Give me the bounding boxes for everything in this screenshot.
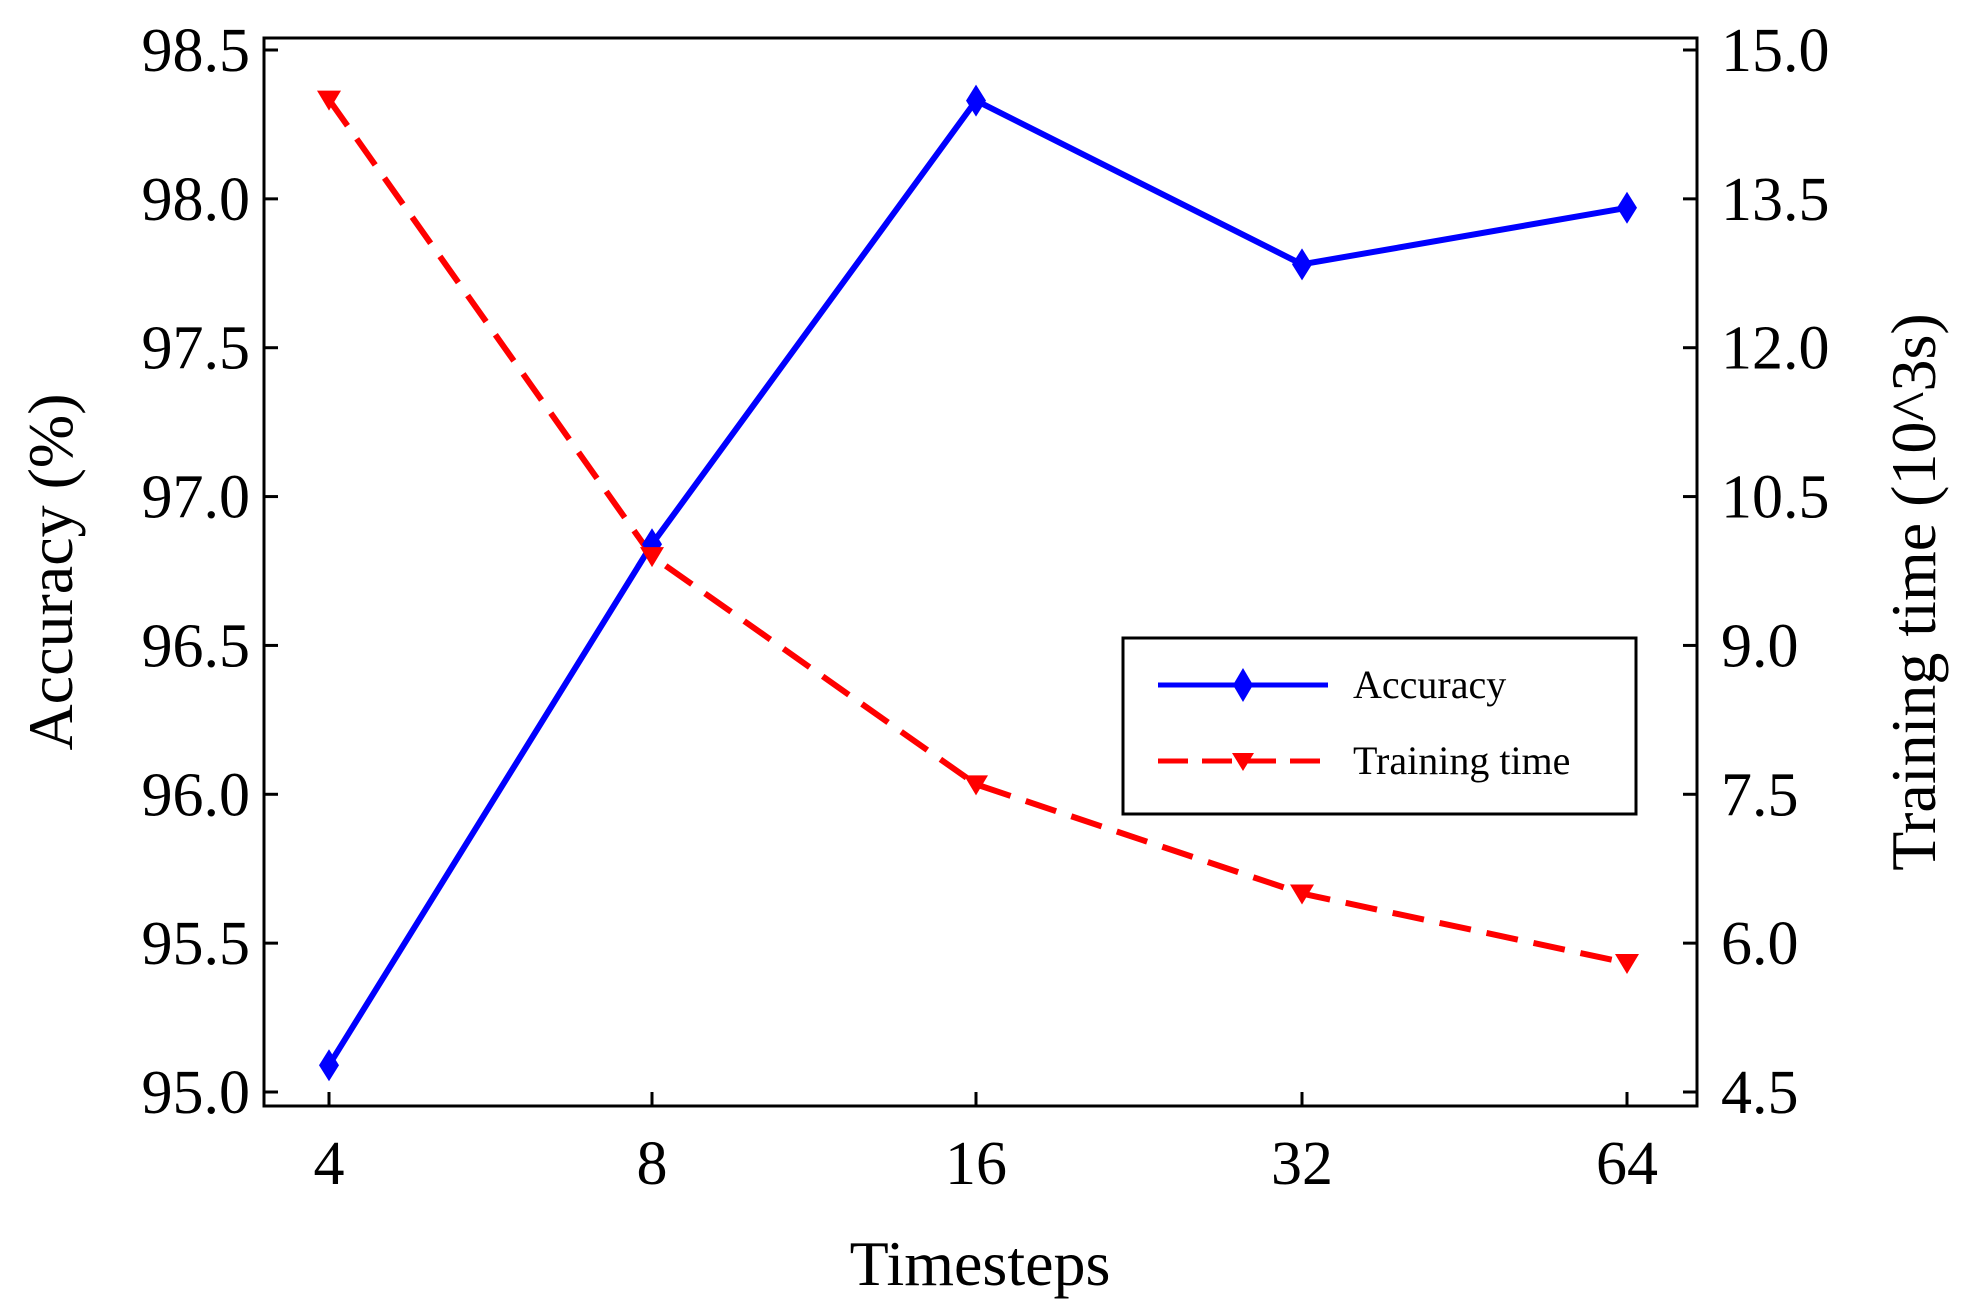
legend-training-time-label: Training time — [1353, 738, 1570, 783]
legend-accuracy-label: Accuracy — [1353, 662, 1506, 707]
accuracy-data-point — [966, 84, 986, 117]
series-markers — [317, 84, 1639, 1082]
y2-tick-label: 13.5 — [1721, 166, 1830, 234]
x-tick-label: 32 — [1271, 1130, 1333, 1198]
accuracy-series-line — [326, 97, 1628, 1067]
plot-frame — [262, 36, 1699, 1108]
x-axis-title: Timesteps — [850, 1228, 1111, 1299]
legend: Accuracy Training time — [1121, 636, 1638, 816]
training-time-data-point — [640, 547, 664, 568]
y-tick-label: 97.0 — [142, 464, 251, 532]
x-tick-label: 4 — [314, 1130, 345, 1198]
accuracy-data-point — [1617, 191, 1637, 224]
training-time-series-line — [326, 97, 1628, 966]
y2-tick-label: 7.5 — [1721, 761, 1799, 829]
y2-tick-label: 4.5 — [1721, 1059, 1799, 1127]
x-axis-ticks: 4 8 16 32 64 — [314, 1092, 1658, 1198]
x-tick-label: 8 — [637, 1130, 668, 1198]
y-tick-label: 95.5 — [142, 910, 251, 978]
y2-tick-label: 12.0 — [1721, 315, 1830, 383]
right-axis-ticks: 4.5 6.0 7.5 9.0 10.5 12.0 13.5 15.0 — [1683, 17, 1830, 1127]
training-time-data-point — [317, 90, 341, 111]
y-tick-label: 96.0 — [142, 761, 251, 829]
y-axis-title: Accuracy (%) — [15, 393, 86, 750]
training-time-data-point — [964, 775, 988, 796]
x-tick-label: 64 — [1596, 1130, 1658, 1198]
y-tick-label: 97.5 — [142, 315, 251, 383]
x-tick-label: 16 — [945, 1130, 1007, 1198]
accuracy-data-point — [319, 1049, 339, 1082]
training-time-data-point — [1615, 953, 1639, 974]
y2-tick-label: 10.5 — [1721, 464, 1830, 532]
y2-tick-label: 15.0 — [1721, 17, 1830, 85]
y2-tick-label: 6.0 — [1721, 910, 1799, 978]
legend-training-time-marker — [1232, 753, 1254, 771]
y2-axis-title: Training time (10^3s) — [1878, 313, 1949, 870]
y-tick-label: 98.5 — [142, 17, 251, 85]
training-time-data-point — [1290, 884, 1314, 905]
y-tick-label: 98.0 — [142, 166, 251, 234]
accuracy-data-point — [1292, 248, 1312, 281]
legend-box — [1121, 636, 1638, 816]
series-lines — [326, 97, 1628, 1067]
legend-accuracy-marker — [1233, 668, 1253, 702]
y2-tick-label: 9.0 — [1721, 612, 1799, 680]
y-tick-label: 96.5 — [142, 612, 251, 680]
left-axis-ticks: 95.0 95.5 96.0 96.5 97.0 97.5 98.0 98.5 — [142, 17, 278, 1127]
y-tick-label: 95.0 — [142, 1059, 251, 1127]
